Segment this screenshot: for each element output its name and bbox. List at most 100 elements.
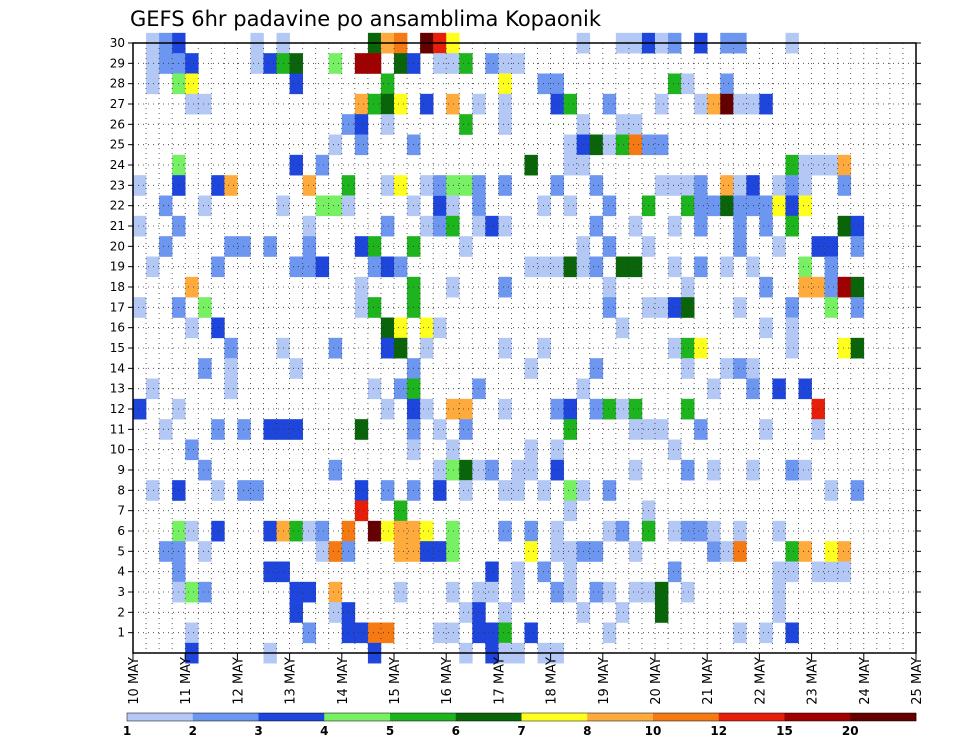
heatmap-cell	[733, 622, 747, 644]
heatmap-cell	[498, 73, 512, 95]
heatmap-cell	[759, 317, 773, 339]
heatmap-cell	[433, 622, 447, 644]
heatmap-cell	[550, 256, 564, 278]
heatmap-cell	[668, 175, 682, 196]
heatmap-cell	[668, 215, 682, 237]
heatmap-cell	[263, 236, 277, 257]
heatmap-cell	[694, 175, 708, 196]
heatmap-cell	[798, 175, 812, 196]
heatmap-cell	[498, 398, 512, 420]
heatmap-cell	[720, 541, 734, 562]
heatmap-cell	[772, 520, 786, 542]
heatmap-cell	[459, 175, 473, 196]
heatmap-cell	[328, 459, 343, 481]
heatmap-cell	[420, 317, 434, 339]
y-tick-label: 28	[110, 77, 125, 91]
x-axis-ticks: 10 MAY 11 MAY 12 MAY 13 MAY 14 MAY 15 MAY 16 M…	[127, 653, 925, 705]
heatmap-cell	[289, 520, 303, 542]
heatmap-cell	[446, 276, 460, 298]
heatmap-cell	[446, 439, 460, 461]
heatmap-cell	[524, 439, 538, 461]
heatmap-cell	[420, 93, 434, 115]
heatmap-cell	[446, 520, 460, 542]
heatmap-cell	[394, 317, 408, 339]
y-tick-label: 29	[110, 56, 125, 70]
heatmap-cell	[380, 480, 395, 501]
heatmap-cell	[354, 93, 369, 115]
heatmap-cell	[798, 541, 812, 562]
heatmap-cell	[498, 53, 512, 74]
heatmap-cell	[772, 175, 786, 196]
y-tick-label: 27	[110, 97, 125, 111]
heatmap-cell	[354, 480, 369, 501]
heatmap-cell	[498, 215, 512, 237]
heatmap-cell	[433, 317, 447, 339]
heatmap-cell	[668, 520, 682, 542]
heatmap-cell	[785, 297, 799, 318]
heatmap-cell	[772, 378, 786, 400]
heatmap-cell	[563, 480, 577, 501]
heatmap-cell	[733, 175, 747, 196]
heatmap-cell	[446, 215, 460, 237]
x-tick-label: 22 MAY	[753, 657, 768, 705]
heatmap-cell	[185, 93, 199, 115]
heatmap-cell	[798, 195, 812, 217]
heatmap-cell	[628, 114, 643, 135]
heatmap-cell	[315, 195, 330, 217]
heatmap-cell	[720, 73, 734, 95]
heatmap-cell	[850, 236, 865, 257]
heatmap-cell	[146, 256, 160, 278]
heatmap-cell	[146, 378, 160, 400]
heatmap-cell	[328, 602, 343, 623]
heatmap-cell	[446, 541, 460, 562]
heatmap-cell	[380, 93, 395, 115]
heatmap-cell	[446, 459, 460, 481]
heatmap-cell	[198, 358, 212, 379]
heatmap-cell	[668, 297, 682, 318]
heatmap-cell	[602, 398, 617, 420]
heatmap-cell	[498, 93, 512, 115]
y-tick-label: 3	[117, 585, 125, 599]
heatmap-cell	[485, 459, 499, 481]
heatmap-cell	[198, 581, 212, 603]
y-tick-label: 8	[117, 483, 125, 497]
heatmap-cell	[589, 175, 604, 196]
legend-swatch	[390, 713, 457, 721]
heatmap-cell	[720, 256, 734, 278]
heatmap-cell	[668, 337, 682, 359]
heatmap-cell	[655, 134, 669, 156]
heatmap-cell	[537, 256, 551, 278]
x-tick-label: 15 MAY	[388, 657, 403, 705]
heatmap-cell	[133, 297, 147, 318]
heatmap-cell	[694, 215, 708, 237]
heatmap-cell	[524, 622, 538, 644]
heatmap-cell	[733, 358, 747, 379]
heatmap-cell	[681, 520, 695, 542]
heatmap-cell	[681, 73, 695, 95]
heatmap-cell	[733, 541, 747, 562]
heatmap-cell	[785, 561, 799, 583]
heatmap-cell	[394, 175, 408, 196]
heatmap-cell	[354, 236, 369, 257]
heatmap-cell	[615, 398, 630, 420]
legend-tick-label: 20	[842, 724, 859, 738]
heatmap-cell	[655, 581, 669, 603]
heatmap-cell	[420, 520, 434, 542]
heatmap-cell	[328, 581, 343, 603]
heatmap-cell	[367, 622, 382, 644]
heatmap-cell	[550, 175, 564, 196]
color-legend: 1 2 3 4 5 6 7 8 10 12 15 20	[123, 712, 917, 738]
heatmap-cell	[485, 561, 499, 583]
heatmap-cell	[459, 53, 473, 74]
heatmap-cell	[589, 215, 604, 237]
heatmap-cell	[185, 581, 199, 603]
heatmap-cell	[681, 358, 695, 379]
legend-tick-label: 6	[452, 724, 460, 738]
heatmap-cell	[354, 114, 369, 135]
heatmap-cell	[380, 175, 395, 196]
heatmap-cell	[655, 419, 669, 440]
heatmap-cell	[602, 195, 617, 217]
heatmap-cell	[550, 73, 564, 95]
heatmap-cell	[185, 73, 199, 95]
heatmap-cell	[302, 236, 316, 257]
